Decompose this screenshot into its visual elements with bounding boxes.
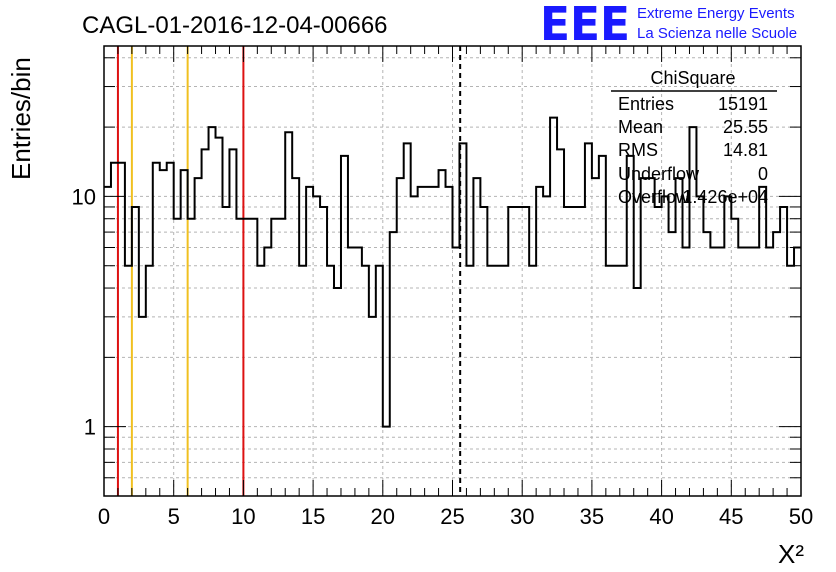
x-tick-label: 0 bbox=[98, 504, 110, 529]
stats-label-underflow: Underflow bbox=[618, 164, 700, 184]
stats-label-entries: Entries bbox=[618, 94, 674, 114]
x-tick-label: 5 bbox=[168, 504, 180, 529]
logo-mark: EEE bbox=[540, 0, 630, 51]
stats-box: ChiSquare Entries 15191 Mean 25.55 RMS 1… bbox=[611, 68, 777, 207]
x-tick-label: 10 bbox=[231, 504, 255, 529]
stats-label-overflow: Overflow bbox=[618, 187, 690, 207]
eee-logo: EEE Extreme Energy Events La Scienza nel… bbox=[540, 0, 797, 51]
stats-label-mean: Mean bbox=[618, 117, 663, 137]
histogram bbox=[104, 116, 801, 428]
x-tick-label: 30 bbox=[510, 504, 534, 529]
stats-value-entries: 15191 bbox=[718, 94, 768, 114]
stats-value-overflow: 1.426e+04 bbox=[682, 187, 768, 207]
x-axis-title: X² bbox=[778, 539, 804, 569]
y-tick-label: 10 bbox=[72, 184, 96, 209]
stats-value-rms: 14.81 bbox=[723, 140, 768, 160]
stats-value-underflow: 0 bbox=[758, 164, 768, 184]
stats-label-rms: RMS bbox=[618, 140, 658, 160]
x-tick-label: 50 bbox=[789, 504, 813, 529]
histogram-outline bbox=[104, 116, 801, 428]
x-tick-label: 45 bbox=[719, 504, 743, 529]
stats-value-mean: 25.55 bbox=[723, 117, 768, 137]
run-title: CAGL-01-2016-12-04-00666 bbox=[82, 12, 388, 39]
y-tick-label: 1 bbox=[84, 415, 96, 440]
logo-line-2: La Scienza nelle Scuole bbox=[637, 25, 797, 42]
axes: 0 5 10 15 20 25 30 35 40 45 50 1 10 bbox=[72, 45, 813, 529]
stats-title: ChiSquare bbox=[650, 68, 735, 88]
grid bbox=[104, 46, 801, 496]
x-tick-label: 15 bbox=[301, 504, 325, 529]
x-tick-label: 35 bbox=[580, 504, 604, 529]
x-tick-label: 40 bbox=[649, 504, 673, 529]
x-tick-label: 20 bbox=[371, 504, 395, 529]
y-axis-title: Entries/bin bbox=[6, 57, 36, 180]
marker-lines bbox=[116, 46, 462, 496]
logo-line-1: Extreme Energy Events bbox=[637, 5, 795, 22]
x-tick-label: 25 bbox=[440, 504, 464, 529]
